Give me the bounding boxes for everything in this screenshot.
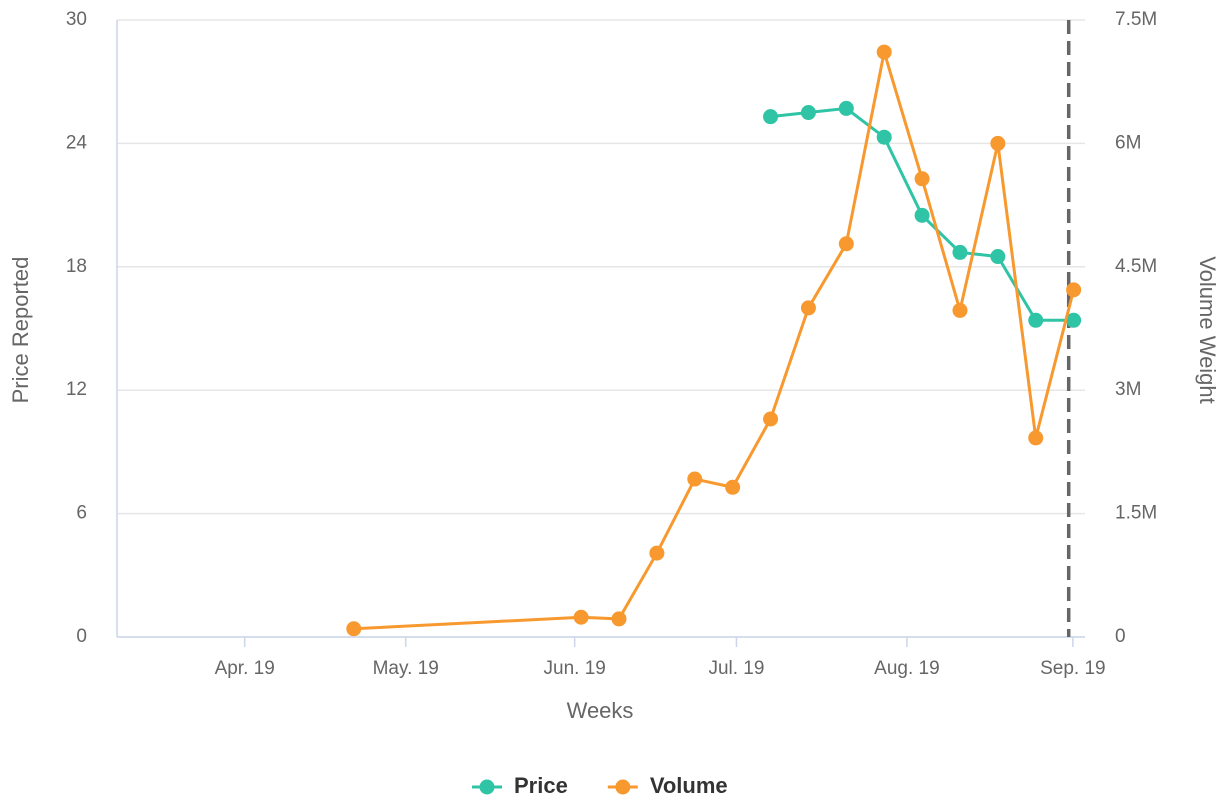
y-tick-label: 6 xyxy=(76,503,87,524)
legend-symbol xyxy=(479,779,495,795)
series-line xyxy=(353,51,1076,631)
y2-tick-label: 6M xyxy=(1115,132,1141,153)
data-point xyxy=(800,300,816,316)
y-tick-label: 12 xyxy=(66,379,87,400)
y2-axis-title: Volume Weight xyxy=(1195,256,1220,404)
y2-tick-label: 0 xyxy=(1115,626,1126,647)
data-point xyxy=(1066,312,1082,328)
data-point xyxy=(725,479,741,495)
data-point xyxy=(838,236,854,252)
data-point xyxy=(800,105,816,121)
y-tick-label: 24 xyxy=(66,132,88,153)
data-point xyxy=(914,171,930,187)
data-point xyxy=(990,135,1006,151)
data-point xyxy=(573,609,589,625)
y-tick-label: 18 xyxy=(66,256,87,277)
x-tick-label: Jul. 19 xyxy=(708,658,764,679)
x-tick-label: May. 19 xyxy=(373,658,439,679)
x-tick-label: Apr. 19 xyxy=(215,658,275,679)
data-point xyxy=(876,129,892,145)
y2-tick-label: 7.5M xyxy=(1115,9,1157,30)
x-tick-label: Aug. 19 xyxy=(874,658,940,679)
x-tick-label: Sep. 19 xyxy=(1040,658,1106,679)
data-point xyxy=(1066,282,1082,298)
data-point xyxy=(876,44,892,60)
data-point xyxy=(838,100,854,116)
y-tick-label: 30 xyxy=(66,9,87,30)
x-axis-title: Weeks xyxy=(567,698,634,723)
data-point xyxy=(952,302,968,318)
data-point xyxy=(914,207,930,223)
y2-tick-label: 3M xyxy=(1115,379,1141,400)
y-axis-title: Price Reported xyxy=(8,257,33,404)
data-point xyxy=(1028,430,1044,446)
data-point xyxy=(687,471,703,487)
legend-symbol xyxy=(615,779,631,795)
data-point xyxy=(990,249,1006,265)
y2-tick-label: 4.5M xyxy=(1115,256,1157,277)
data-point xyxy=(346,621,362,637)
data-point xyxy=(952,244,968,260)
legend-label: Price xyxy=(514,773,568,798)
data-point xyxy=(1028,312,1044,328)
data-point xyxy=(763,411,779,427)
data-point xyxy=(611,611,627,627)
data-point xyxy=(649,545,665,561)
data-point xyxy=(763,109,779,125)
x-tick-label: Jun. 19 xyxy=(544,658,606,679)
y-tick-label: 0 xyxy=(76,626,87,647)
y2-tick-label: 1.5M xyxy=(1115,503,1157,524)
legend-label: Volume xyxy=(650,773,728,798)
